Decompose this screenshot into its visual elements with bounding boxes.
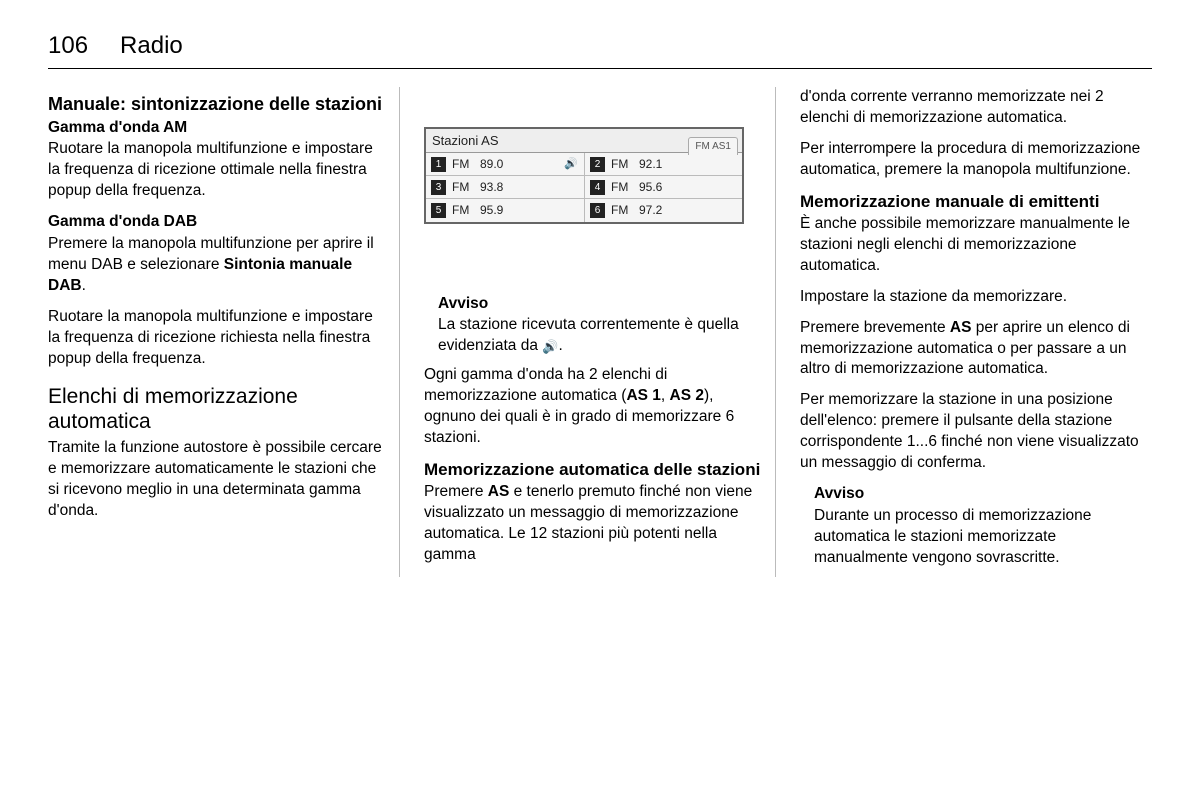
radio-preset-cell: 3 FM 93.8 bbox=[426, 176, 584, 198]
preset-band: FM bbox=[452, 179, 474, 195]
page-header: 106 Radio bbox=[48, 32, 1152, 69]
radio-preset-cell: 6 FM 97.2 bbox=[584, 199, 742, 221]
avviso-label: Avviso bbox=[438, 294, 763, 315]
radio-preset-row: 1 FM 89.0 🔊 2 FM 92.1 bbox=[426, 153, 742, 176]
preset-number: 1 bbox=[431, 157, 446, 172]
text-continuation-1: d'onda corrente verranno memorizzate nei… bbox=[800, 87, 1152, 129]
avviso-block-2: Avviso Durante un processo di memorizzaz… bbox=[800, 484, 1152, 569]
text-autostore: Tramite la funzione autostore è possibil… bbox=[48, 438, 387, 522]
preset-frequency: 89.0 bbox=[480, 156, 503, 172]
text-auto-store: Premere AS e tenerlo premuto finché non … bbox=[424, 482, 763, 566]
speaker-icon: 🔊 bbox=[564, 157, 578, 172]
preset-number: 2 bbox=[590, 157, 605, 172]
radio-display-tab: FM AS1 bbox=[688, 137, 738, 155]
preset-number: 6 bbox=[590, 203, 605, 218]
radio-preset-cell: 2 FM 92.1 bbox=[584, 153, 742, 175]
radio-display-rows: 1 FM 89.0 🔊 2 FM 92.1 3 FM 93.8 4 FM 95.6 5 FM 95.9 6 FM 9… bbox=[426, 153, 742, 222]
preset-frequency: 97.2 bbox=[639, 202, 662, 218]
radio-preset-row: 5 FM 95.9 6 FM 97.2 bbox=[426, 199, 742, 221]
text-am-band: Ruotare la manopola multifunzione e impo… bbox=[48, 139, 387, 202]
preset-frequency: 95.6 bbox=[639, 179, 662, 195]
text-manual-3: Premere brevemente AS per aprire un elen… bbox=[800, 318, 1152, 381]
radio-display-header: Stazioni AS FM AS1 bbox=[426, 129, 742, 153]
page-section-title: Radio bbox=[120, 32, 183, 60]
avviso-text-1: La stazione ricevuta correntemente è que… bbox=[438, 315, 763, 357]
heading-autostore-lists: Elenchi di memorizzazione automatica bbox=[48, 384, 387, 434]
text-manual-4: Per memorizzare la stazione in una posiz… bbox=[800, 390, 1152, 474]
column-2: Stazioni AS FM AS1 1 FM 89.0 🔊 2 FM 92.1 3 FM 93.… bbox=[424, 87, 776, 577]
preset-band: FM bbox=[452, 156, 474, 172]
text-as-lists: Ogni gamma d'onda ha 2 elenchi di memori… bbox=[424, 365, 763, 449]
radio-display-figure: Stazioni AS FM AS1 1 FM 89.0 🔊 2 FM 92.1 3 FM 93.… bbox=[424, 127, 744, 224]
radio-display-title: Stazioni AS bbox=[426, 132, 499, 150]
avviso-text-2: Durante un processo di memorizzazione au… bbox=[814, 506, 1152, 569]
text-dab-2: Ruotare la manopola multifunzione e impo… bbox=[48, 307, 387, 370]
heading-manual-store: Memorizzazione manuale di emittenti bbox=[800, 191, 1152, 212]
radio-preset-cell: 4 FM 95.6 bbox=[584, 176, 742, 198]
preset-frequency: 93.8 bbox=[480, 179, 503, 195]
column-3: d'onda corrente verranno memorizzate nei… bbox=[800, 87, 1152, 577]
preset-number: 3 bbox=[431, 180, 446, 195]
text-manual-1: È anche possibile memorizzare manualment… bbox=[800, 214, 1152, 277]
text-interrupt: Per interrompere la procedura di memoriz… bbox=[800, 139, 1152, 181]
radio-preset-cell: 5 FM 95.9 bbox=[426, 199, 584, 221]
column-1: Manuale: sintonizzazione delle stazioni … bbox=[48, 87, 400, 577]
page-number: 106 bbox=[48, 32, 88, 60]
preset-number: 5 bbox=[431, 203, 446, 218]
radio-preset-cell: 1 FM 89.0 🔊 bbox=[426, 153, 584, 175]
preset-frequency: 95.9 bbox=[480, 202, 503, 218]
preset-band: FM bbox=[611, 156, 633, 172]
radio-preset-row: 3 FM 93.8 4 FM 95.6 bbox=[426, 176, 742, 199]
preset-band: FM bbox=[611, 179, 633, 195]
heading-am-band: Gamma d'onda AM bbox=[48, 118, 387, 139]
avviso-block-1: Avviso La stazione ricevuta correntement… bbox=[424, 294, 763, 358]
heading-dab-band: Gamma d'onda DAB bbox=[48, 212, 387, 233]
preset-number: 4 bbox=[590, 180, 605, 195]
text-dab-1: Premere la manopola multifunzione per ap… bbox=[48, 234, 387, 297]
heading-auto-store: Memorizzazione automatica delle stazioni bbox=[424, 459, 763, 480]
avviso-label-2: Avviso bbox=[814, 484, 1152, 505]
heading-manual-tuning: Manuale: sintonizzazione delle stazioni bbox=[48, 93, 387, 116]
content-columns: Manuale: sintonizzazione delle stazioni … bbox=[48, 87, 1152, 577]
preset-band: FM bbox=[611, 202, 633, 218]
speaker-icon: 🔊 bbox=[542, 339, 558, 354]
text-manual-2: Impostare la stazione da memorizzare. bbox=[800, 287, 1152, 308]
preset-frequency: 92.1 bbox=[639, 156, 662, 172]
preset-band: FM bbox=[452, 202, 474, 218]
